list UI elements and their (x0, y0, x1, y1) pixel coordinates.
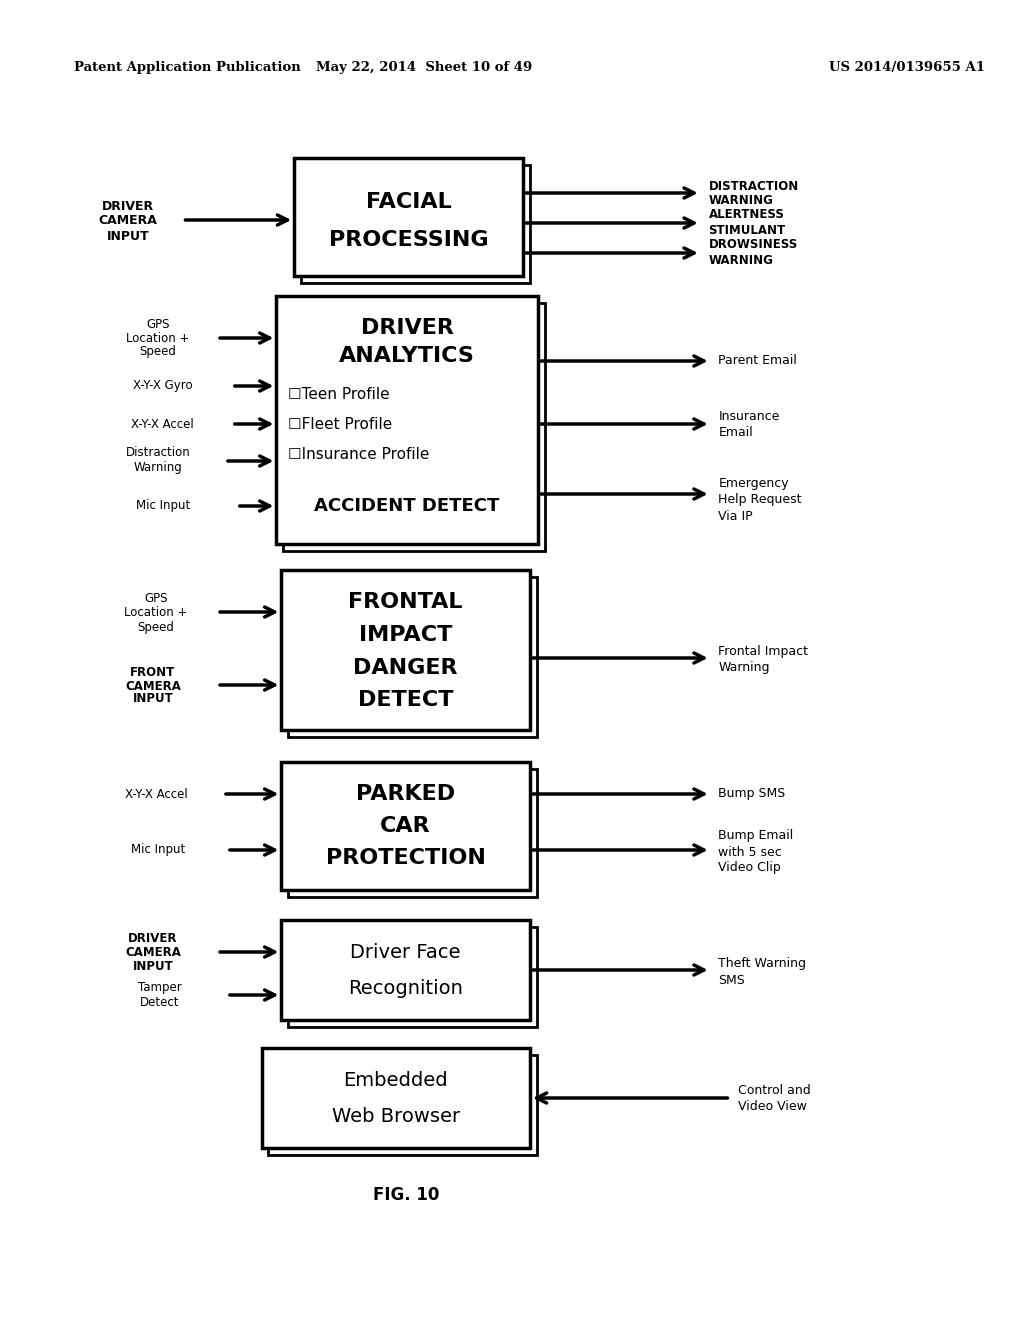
Text: ☐Insurance Profile: ☐Insurance Profile (288, 446, 429, 462)
Bar (288, 770, 537, 898)
Text: Driver Face: Driver Face (350, 942, 461, 961)
Text: ALERTNESS: ALERTNESS (709, 209, 784, 222)
Text: WARNING: WARNING (709, 194, 773, 207)
Text: with 5 sec: with 5 sec (719, 846, 782, 858)
Text: X-Y-X Gyro: X-Y-X Gyro (133, 380, 193, 392)
Text: Mic Input: Mic Input (131, 843, 185, 857)
Text: Bump Email: Bump Email (719, 829, 794, 842)
Text: DANGER: DANGER (353, 657, 458, 678)
Text: Parent Email: Parent Email (719, 355, 798, 367)
Text: Mic Input: Mic Input (136, 499, 190, 512)
Bar (288, 577, 537, 737)
Text: FACIAL: FACIAL (366, 191, 452, 213)
Text: GPS: GPS (146, 318, 170, 330)
Text: US 2014/0139655 A1: US 2014/0139655 A1 (829, 62, 985, 74)
Text: CAR: CAR (380, 816, 431, 836)
Text: PARKED: PARKED (356, 784, 456, 804)
Bar (282, 920, 530, 1020)
Text: Location +: Location + (124, 606, 187, 619)
Text: DRIVER: DRIVER (102, 199, 155, 213)
Text: Recognition: Recognition (348, 978, 463, 998)
Text: Location +: Location + (126, 331, 189, 345)
Text: WARNING: WARNING (709, 253, 773, 267)
Text: ACCIDENT DETECT: ACCIDENT DETECT (314, 498, 500, 515)
Text: IMPACT: IMPACT (359, 624, 453, 645)
Text: Web Browser: Web Browser (332, 1106, 460, 1126)
Text: DRIVER: DRIVER (360, 318, 454, 338)
Text: Warning: Warning (133, 462, 182, 474)
Bar (282, 570, 530, 730)
Text: INPUT: INPUT (106, 230, 150, 243)
Text: CAMERA: CAMERA (125, 680, 181, 693)
Bar (294, 158, 523, 276)
Text: DETECT: DETECT (357, 690, 454, 710)
Bar (288, 927, 537, 1027)
Text: Theft Warning: Theft Warning (719, 957, 807, 970)
Text: Tamper: Tamper (138, 982, 181, 994)
Text: ☐Fleet Profile: ☐Fleet Profile (288, 417, 392, 432)
Text: PROCESSING: PROCESSING (329, 230, 488, 249)
Text: Warning: Warning (719, 661, 770, 675)
Text: X-Y-X Accel: X-Y-X Accel (131, 417, 195, 430)
Text: Embedded: Embedded (343, 1071, 449, 1089)
Text: INPUT: INPUT (132, 960, 173, 973)
Text: Detect: Detect (140, 995, 179, 1008)
Text: Via IP: Via IP (719, 510, 753, 523)
Bar (282, 762, 530, 890)
Text: ☐Teen Profile: ☐Teen Profile (288, 387, 390, 401)
Text: CAMERA: CAMERA (125, 945, 181, 958)
Text: Emergency: Emergency (719, 478, 790, 491)
Text: FIG. 10: FIG. 10 (374, 1185, 439, 1204)
Text: CAMERA: CAMERA (99, 214, 158, 227)
Text: SMS: SMS (719, 974, 745, 986)
Text: Speed: Speed (139, 346, 176, 359)
Bar (268, 1055, 537, 1155)
Text: Email: Email (719, 425, 754, 438)
Bar (301, 165, 530, 282)
Text: ANALYTICS: ANALYTICS (339, 346, 475, 366)
Text: PROTECTION: PROTECTION (326, 847, 485, 869)
Text: INPUT: INPUT (132, 693, 173, 705)
Text: May 22, 2014  Sheet 10 of 49: May 22, 2014 Sheet 10 of 49 (316, 62, 532, 74)
Text: Help Request: Help Request (719, 494, 802, 507)
Text: FRONTAL: FRONTAL (348, 591, 463, 612)
Text: FRONT: FRONT (130, 667, 175, 680)
Bar (284, 304, 545, 550)
Text: Bump SMS: Bump SMS (719, 788, 785, 800)
Text: GPS: GPS (144, 591, 168, 605)
Text: Frontal Impact: Frontal Impact (719, 645, 809, 659)
Text: STIMULANT: STIMULANT (709, 223, 785, 236)
Bar (276, 296, 538, 544)
Text: Control and: Control and (738, 1084, 811, 1097)
Text: DRIVER: DRIVER (128, 932, 178, 945)
Text: Distraction: Distraction (126, 446, 190, 459)
Text: Video Clip: Video Clip (719, 862, 781, 874)
Text: DISTRACTION: DISTRACTION (709, 180, 799, 193)
Text: Speed: Speed (137, 620, 174, 634)
Text: DROWSINESS: DROWSINESS (709, 239, 798, 252)
Text: Patent Application Publication: Patent Application Publication (74, 62, 301, 74)
Text: Video View: Video View (738, 1100, 807, 1113)
Text: X-Y-X Accel: X-Y-X Accel (125, 788, 187, 800)
Bar (261, 1048, 530, 1148)
Text: Insurance: Insurance (719, 409, 780, 422)
